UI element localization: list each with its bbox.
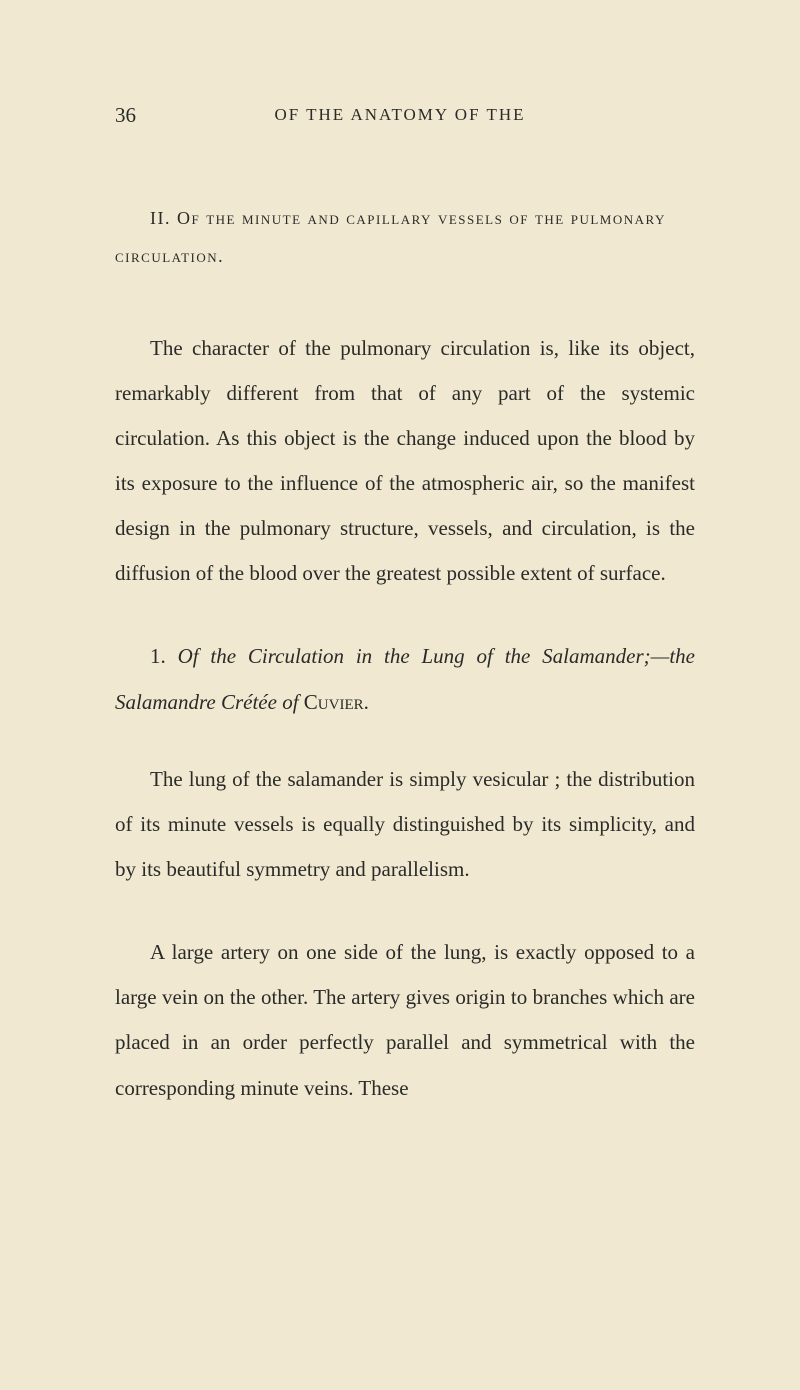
subsection-author: Cuvier xyxy=(304,690,364,714)
subsection-heading: 1. Of the Circulation in the Lung of the… xyxy=(115,634,695,724)
paragraph-1: The character of the pulmonary circulati… xyxy=(115,326,695,597)
paragraph-2: The lung of the salamander is simply ves… xyxy=(115,757,695,892)
page-number: 36 xyxy=(115,103,136,128)
section-heading-text: Of the minute and capillary vessels of t… xyxy=(115,208,666,266)
subsection-period: . xyxy=(364,690,369,714)
paragraph-3: A large artery on one side of the lung, … xyxy=(115,930,695,1111)
subsection-title-1: Of the Circulation in the Lung of the Sa… xyxy=(166,644,651,668)
section-roman: II. xyxy=(150,208,171,228)
subsection-number: 1. xyxy=(150,644,166,668)
section-heading: II. Of the minute and capillary vessels … xyxy=(115,200,695,276)
page-content: II. Of the minute and capillary vessels … xyxy=(115,200,695,1111)
running-header: OF THE ANATOMY OF THE xyxy=(274,105,525,125)
